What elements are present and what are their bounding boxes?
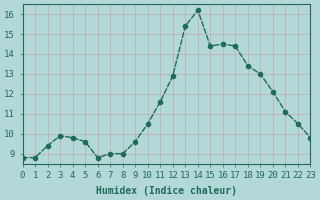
X-axis label: Humidex (Indice chaleur): Humidex (Indice chaleur) [96, 186, 237, 196]
